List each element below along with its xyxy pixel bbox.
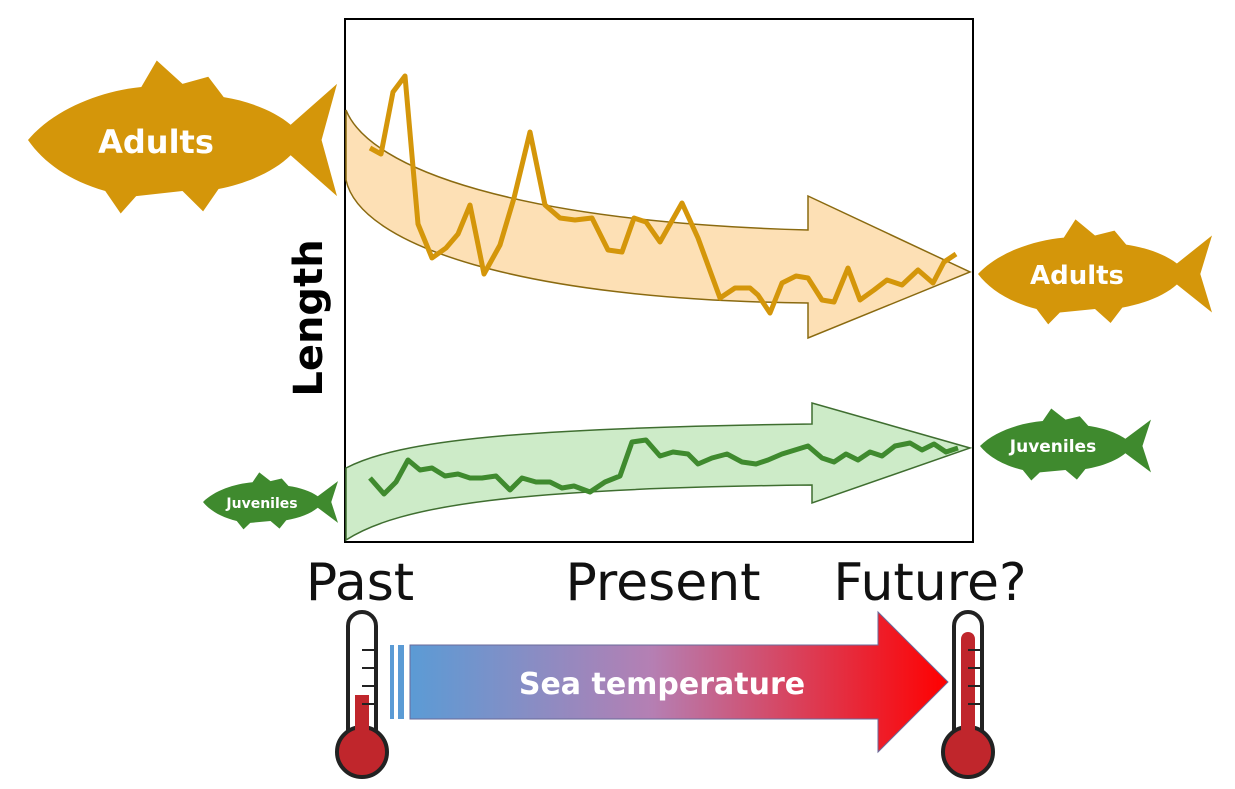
timeline-future-label: Future? — [833, 553, 1026, 613]
timeline-past-label: Past — [306, 553, 414, 613]
thermometer-hot-icon — [941, 610, 995, 779]
juvenile-fish-left-label: Juveniles — [225, 496, 297, 512]
adult-trend-arrow — [345, 109, 972, 340]
juvenile-fish-right-label: Juveniles — [1009, 437, 1096, 457]
adult-fish-left-label: Adults — [98, 123, 214, 161]
sea-temperature-arrow — [390, 610, 949, 754]
sea-temperature-label: Sea temperature — [519, 667, 805, 702]
juvenile-length-line — [368, 437, 959, 497]
adult-fish-right-label: Adults — [1030, 261, 1124, 291]
thermometer-cold-icon — [335, 610, 389, 779]
juvenile-trend-arrow — [345, 402, 973, 542]
y-axis-label: Length — [286, 239, 332, 396]
adult-length-line — [368, 73, 958, 316]
timeline-present-label: Present — [565, 553, 760, 613]
